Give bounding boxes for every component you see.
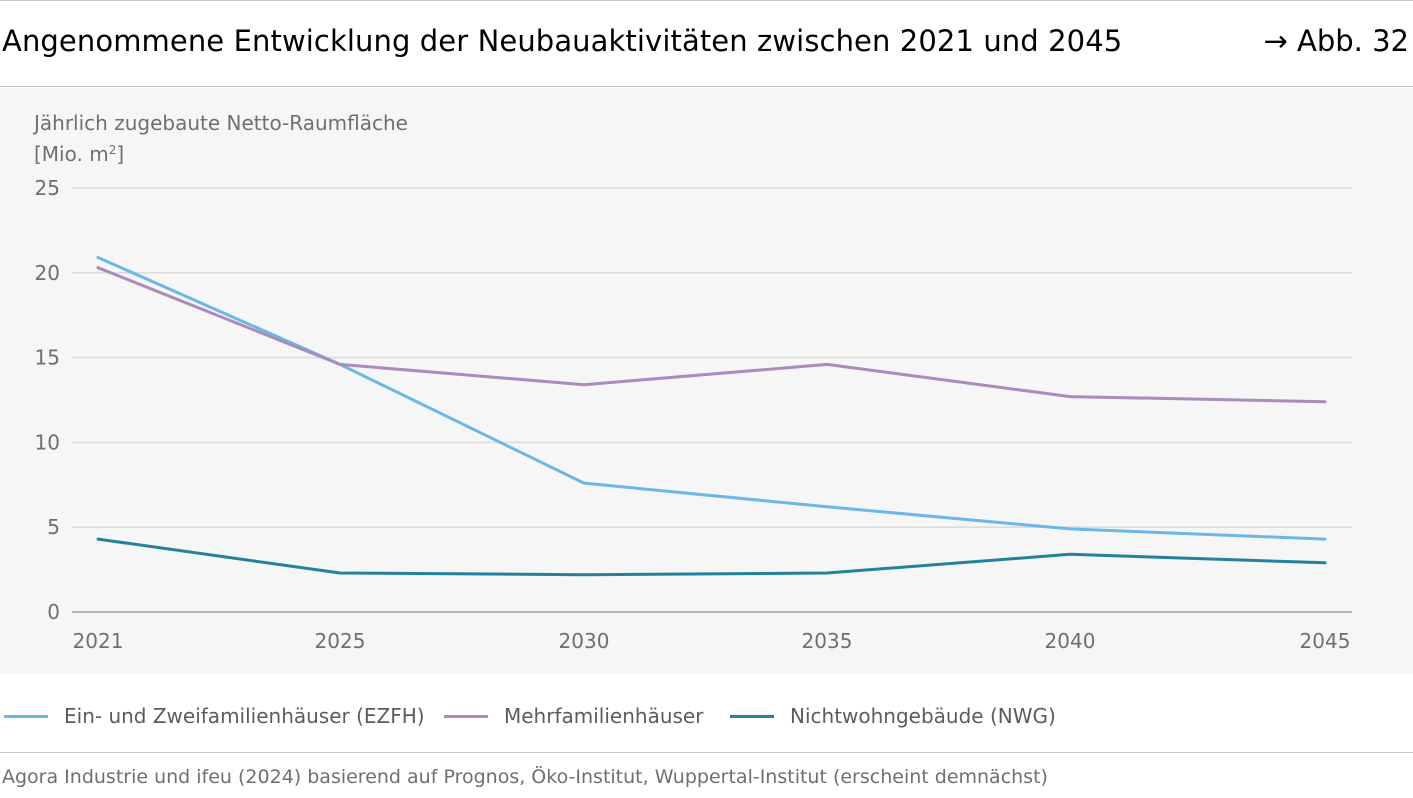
y-axis-title: Jährlich zugebaute Netto-Raumfläche [Mio… xyxy=(34,110,408,168)
series-line-ezfh xyxy=(96,256,1327,541)
y-tick-label-15: 15 xyxy=(35,346,60,370)
y-axis-unit-suffix: ] xyxy=(116,142,125,166)
series-lines xyxy=(96,256,1327,577)
x-tick-labels: 2021 2025 2030 2035 2040 2045 xyxy=(73,629,1351,653)
top-rule xyxy=(0,0,1413,1)
gridlines xyxy=(72,187,1352,613)
legend-swatch-mfh xyxy=(444,714,488,718)
legend-label-ezfh: Ein- und Zweifamilienhäuser (EZFH) xyxy=(64,704,425,728)
footer-divider xyxy=(0,752,1413,753)
legend-label-mfh: Mehrfamilienhäuser xyxy=(504,704,704,728)
legend-swatch-ezfh xyxy=(4,714,48,718)
y-axis-title-line1: Jährlich zugebaute Netto-Raumfläche xyxy=(34,111,408,135)
source-note: Agora Industrie und ifeu (2024) basieren… xyxy=(2,766,1048,788)
x-tick-label-2035: 2035 xyxy=(802,629,853,653)
chart-panel xyxy=(0,88,1413,674)
legend-label-nwg: Nichtwohngebäude (NWG) xyxy=(790,704,1056,728)
y-axis-unit: [Mio. m2] xyxy=(34,137,408,168)
y-tick-label-5: 5 xyxy=(47,515,60,539)
x-tick-label-2021: 2021 xyxy=(73,629,124,653)
figure-reference-link[interactable]: → Abb. 32 xyxy=(1263,24,1409,58)
y-tick-label-10: 10 xyxy=(35,430,60,454)
x-tick-label-2040: 2040 xyxy=(1045,629,1096,653)
legend-item-ezfh: Ein- und Zweifamilienhäuser (EZFH) xyxy=(4,704,425,728)
x-tick-label-2030: 2030 xyxy=(559,629,610,653)
series-line-mfh xyxy=(96,266,1327,404)
y-tick-label-0: 0 xyxy=(47,600,60,624)
x-tick-label-2045: 2045 xyxy=(1300,629,1351,653)
y-tick-labels: 0 5 10 15 20 25 xyxy=(35,176,60,624)
chart-title: Angenommene Entwicklung der Neubauaktivi… xyxy=(2,24,1123,58)
series-line-nwg xyxy=(96,537,1327,577)
y-tick-label-25: 25 xyxy=(35,176,60,200)
y-axis-unit-prefix: [Mio. m xyxy=(34,142,109,166)
x-tick-label-2025: 2025 xyxy=(315,629,366,653)
y-tick-label-20: 20 xyxy=(35,261,60,285)
legend-item-mfh: Mehrfamilienhäuser xyxy=(444,704,703,728)
header-divider xyxy=(0,86,1413,87)
y-axis-unit-sup: 2 xyxy=(108,143,117,157)
legend-item-nwg: Nichtwohngebäude (NWG) xyxy=(730,704,1056,728)
legend-swatch-nwg xyxy=(730,714,774,718)
